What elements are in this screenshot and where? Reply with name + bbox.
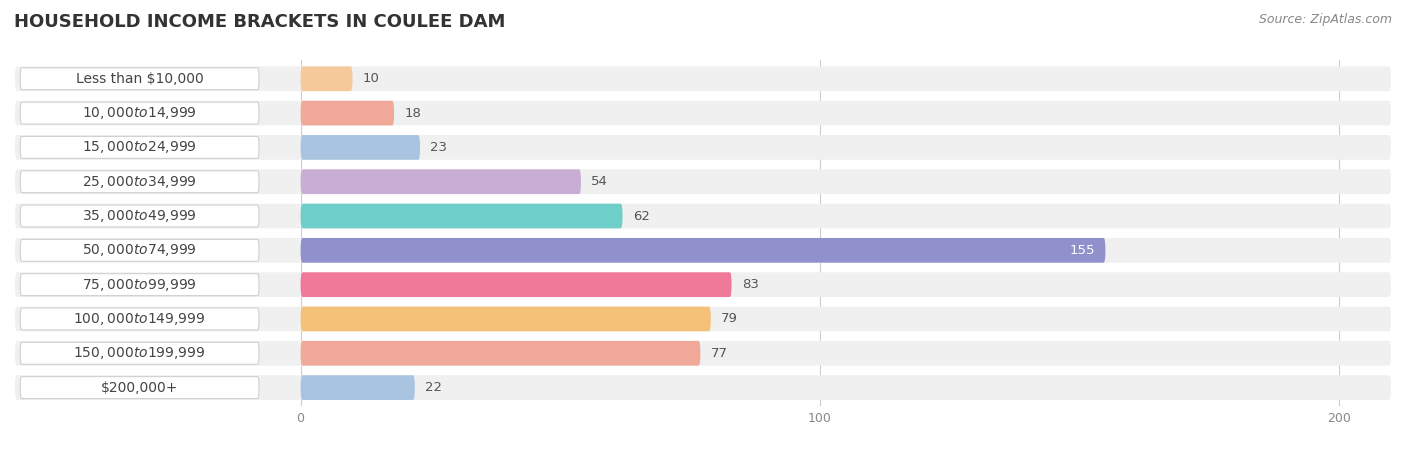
- Text: 155: 155: [1070, 244, 1095, 257]
- FancyBboxPatch shape: [301, 375, 415, 400]
- Text: 10: 10: [363, 72, 380, 85]
- FancyBboxPatch shape: [20, 68, 259, 90]
- FancyBboxPatch shape: [15, 375, 1391, 400]
- FancyBboxPatch shape: [301, 307, 711, 331]
- Text: 62: 62: [633, 210, 650, 223]
- FancyBboxPatch shape: [20, 171, 259, 193]
- Text: Less than $10,000: Less than $10,000: [76, 72, 204, 86]
- FancyBboxPatch shape: [20, 136, 259, 158]
- FancyBboxPatch shape: [20, 377, 259, 399]
- Text: $50,000 to $74,999: $50,000 to $74,999: [82, 242, 197, 258]
- FancyBboxPatch shape: [20, 102, 259, 124]
- FancyBboxPatch shape: [15, 272, 1391, 297]
- Text: $10,000 to $14,999: $10,000 to $14,999: [82, 105, 197, 121]
- Text: 54: 54: [592, 175, 609, 188]
- FancyBboxPatch shape: [20, 274, 259, 295]
- FancyBboxPatch shape: [15, 204, 1391, 229]
- Text: $75,000 to $99,999: $75,000 to $99,999: [82, 277, 197, 293]
- FancyBboxPatch shape: [301, 238, 1105, 263]
- Text: $200,000+: $200,000+: [101, 381, 179, 395]
- FancyBboxPatch shape: [20, 342, 259, 364]
- Text: $100,000 to $149,999: $100,000 to $149,999: [73, 311, 205, 327]
- Text: HOUSEHOLD INCOME BRACKETS IN COULEE DAM: HOUSEHOLD INCOME BRACKETS IN COULEE DAM: [14, 13, 505, 31]
- Text: $25,000 to $34,999: $25,000 to $34,999: [82, 174, 197, 190]
- FancyBboxPatch shape: [20, 308, 259, 330]
- FancyBboxPatch shape: [301, 101, 394, 125]
- FancyBboxPatch shape: [301, 66, 353, 91]
- Text: 79: 79: [721, 313, 738, 326]
- Text: 18: 18: [405, 106, 422, 119]
- Text: 83: 83: [742, 278, 759, 291]
- FancyBboxPatch shape: [301, 341, 700, 365]
- Text: Source: ZipAtlas.com: Source: ZipAtlas.com: [1258, 13, 1392, 26]
- FancyBboxPatch shape: [15, 341, 1391, 365]
- FancyBboxPatch shape: [301, 272, 731, 297]
- Text: $35,000 to $49,999: $35,000 to $49,999: [82, 208, 197, 224]
- FancyBboxPatch shape: [20, 239, 259, 261]
- FancyBboxPatch shape: [15, 307, 1391, 331]
- FancyBboxPatch shape: [15, 66, 1391, 91]
- Text: 22: 22: [425, 381, 443, 394]
- Text: $150,000 to $199,999: $150,000 to $199,999: [73, 345, 205, 361]
- Text: 23: 23: [430, 141, 447, 154]
- FancyBboxPatch shape: [15, 101, 1391, 125]
- FancyBboxPatch shape: [15, 238, 1391, 263]
- Text: 77: 77: [711, 347, 728, 360]
- FancyBboxPatch shape: [301, 135, 420, 160]
- FancyBboxPatch shape: [15, 135, 1391, 160]
- FancyBboxPatch shape: [15, 169, 1391, 194]
- FancyBboxPatch shape: [301, 204, 623, 229]
- FancyBboxPatch shape: [301, 169, 581, 194]
- FancyBboxPatch shape: [20, 205, 259, 227]
- Text: $15,000 to $24,999: $15,000 to $24,999: [82, 139, 197, 155]
